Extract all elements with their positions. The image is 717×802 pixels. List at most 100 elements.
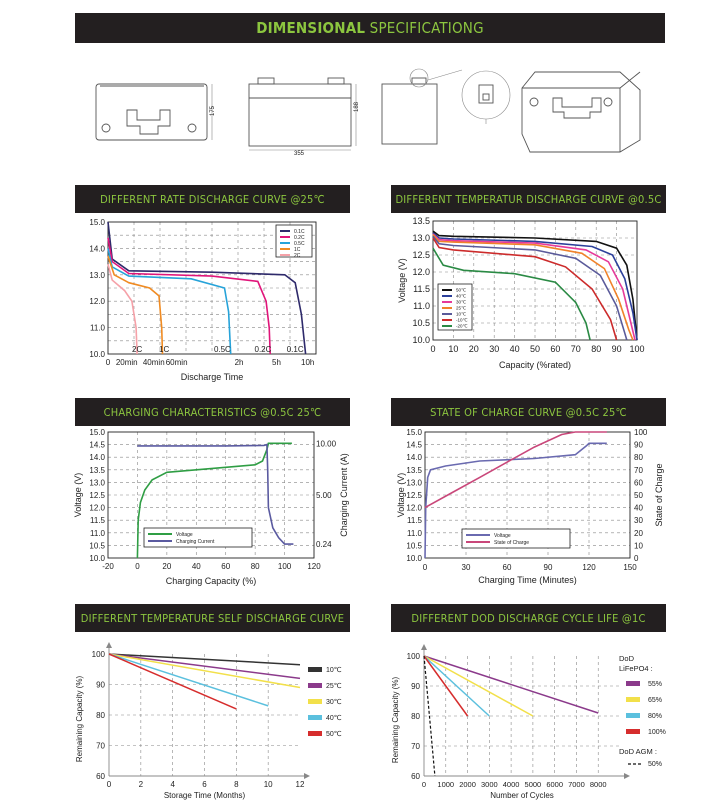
legend-box [143,527,253,548]
curve-label: 1C [159,345,169,354]
legend-swatch [308,715,322,720]
legend-swatch [626,697,640,702]
y-tick-label: 14.5 [406,441,422,450]
y-axis-arrow-icon [106,642,112,648]
y-tick-label: 14.0 [406,453,422,462]
x-axis-label: Discharge Time [181,372,244,382]
end-view-drawing [381,68,463,145]
x-tick-label: 0 [423,563,428,572]
x-tick-label: 60min [166,358,188,367]
legend-label: 50% [648,761,662,768]
legend-label: 65% [648,697,662,704]
y-tick-label: 12.0 [406,504,422,513]
y-tick-label: 15.0 [406,428,422,437]
isometric-view-drawing [521,71,641,153]
soc-chart: 10.0 10.5 11.0 11.5 12.0 12.5 13.0 13.5 14.0 14.5… [396,428,664,585]
x-tick-label: 30 [489,344,499,354]
y-tick-label: 10.0 [89,350,105,359]
legend-label: State of Charge [494,540,529,546]
y-tick-label: 11.0 [413,301,430,311]
legend-label: 80% [648,713,662,720]
series-line-55% [423,655,599,714]
y-tick-label: 12.0 [89,297,105,306]
y-tick-label: 14.0 [89,453,105,462]
x-tick-label: 40 [510,344,520,354]
rate-discharge-chart: 10.0 11.0 12.0 13.0 14.0 15.0 0 20min 40min 60min… [89,218,317,382]
y2-tick-label: 70 [634,466,643,475]
x-axis-label: Storage Time (Months) [164,791,246,800]
x-tick-label: 10h [301,358,314,367]
legend-label: 0.1C [294,229,305,235]
y-tick-label: 14.0 [89,244,105,253]
y-tick-label: 12.0 [412,267,430,277]
x-tick-label: 30 [462,563,471,572]
legend-label: -20℃ [456,324,468,329]
legend-label: Voltage [494,533,511,539]
legend-label: Voltage [176,532,193,538]
x-tick-label: 90 [612,344,622,354]
y-tick-label: 11.5 [407,516,423,525]
y2-tick-label: 5.00 [316,491,332,500]
legend-label: 1C [294,247,301,253]
legend-label: 25℃ [326,683,342,690]
front-height-label: 188 [354,101,360,112]
y-tick-label: 14.5 [89,441,105,450]
series-line-40℃ [432,232,638,341]
charging-chart: 10.0 10.5 11.0 11.5 12.0 12.5 13.0 13.5 14.0 14.5… [73,428,349,586]
grid [108,222,316,354]
x-axis-arrow-icon [304,773,310,779]
y2-tick-label: 40 [634,504,643,513]
dod-chart-title: DIFFERENT DOD DISCHARGE CYCLE LIFE @1C [391,604,666,632]
y-axis-arrow-icon [421,644,427,650]
legend-header: DoD [619,654,635,663]
temp-discharge-chart: 10.0 10.5 11.0 11.5 12.0 12.5 13.0 13.5 0 10 20 30 4… [397,216,645,370]
series-line-25℃ [108,653,301,680]
x-tick-label: 2h [235,358,244,367]
legend-label: 2C [294,253,301,259]
x-tick-label: 20min [116,358,138,367]
legend-label: 55% [648,681,662,688]
y-tick-label: 12.5 [412,250,430,260]
legend-swatch [626,713,640,718]
x-tick-label: 120 [307,562,321,571]
y-tick-label: 15.0 [89,218,105,227]
y-tick-label: 13.5 [89,466,105,475]
plot-frame [107,221,317,355]
series-line-25℃ [432,234,634,341]
legend-label: 30℃ [456,300,466,305]
y2-axis-label: State of Charge [654,463,664,526]
series-line-Charging Current [137,443,294,545]
curve-label: 0.5C [214,345,231,354]
terminal-detail-drawing [461,70,511,124]
x-tick-label: 2 [139,780,144,789]
grid [424,656,620,776]
y-tick-label: 10.0 [406,554,422,563]
x-tick-label: 8 [234,780,239,789]
dimension-drawings: 175 188 355 [95,68,641,157]
header-light: SPECIFICATIONG [369,19,484,37]
x-tick-label: -20 [102,562,114,571]
legend-swatch [308,667,322,672]
y-tick-label: 11.0 [90,529,106,538]
rate-chart-title: DIFFERENT RATE DISCHARGE CURVE @25℃ [75,185,350,213]
series-line-0.2C [107,237,271,355]
y-tick-label: 11.0 [90,324,106,333]
y-tick-label: 60 [411,772,420,781]
plot-frame [432,220,638,341]
legend-label: 10℃ [456,312,466,317]
x-tick-label: 60 [221,562,230,571]
series-line--10℃ [432,237,618,341]
x-tick-label: 40 [192,562,201,571]
curve-label: 0.2C [255,345,272,354]
y-tick-label: 11.5 [413,284,430,294]
y-tick-label: 90 [96,681,105,690]
x-axis-label: Capacity (%rated) [499,360,571,370]
y-tick-label: 13.0 [89,478,105,487]
series-line-30℃ [108,653,301,689]
y-tick-label: 13.0 [406,478,422,487]
legend-label: 100% [648,729,666,736]
x-axis-label: Charging Capacity (%) [166,576,257,586]
x-tick-label: 1000 [437,780,454,789]
y-axis-label: Remaining Capacity (%) [391,677,400,764]
plot-frame [107,431,315,559]
